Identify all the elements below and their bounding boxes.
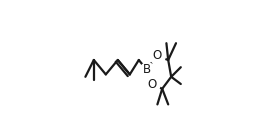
Text: O: O (152, 49, 162, 62)
Text: B: B (143, 63, 151, 76)
Text: O: O (147, 78, 157, 90)
